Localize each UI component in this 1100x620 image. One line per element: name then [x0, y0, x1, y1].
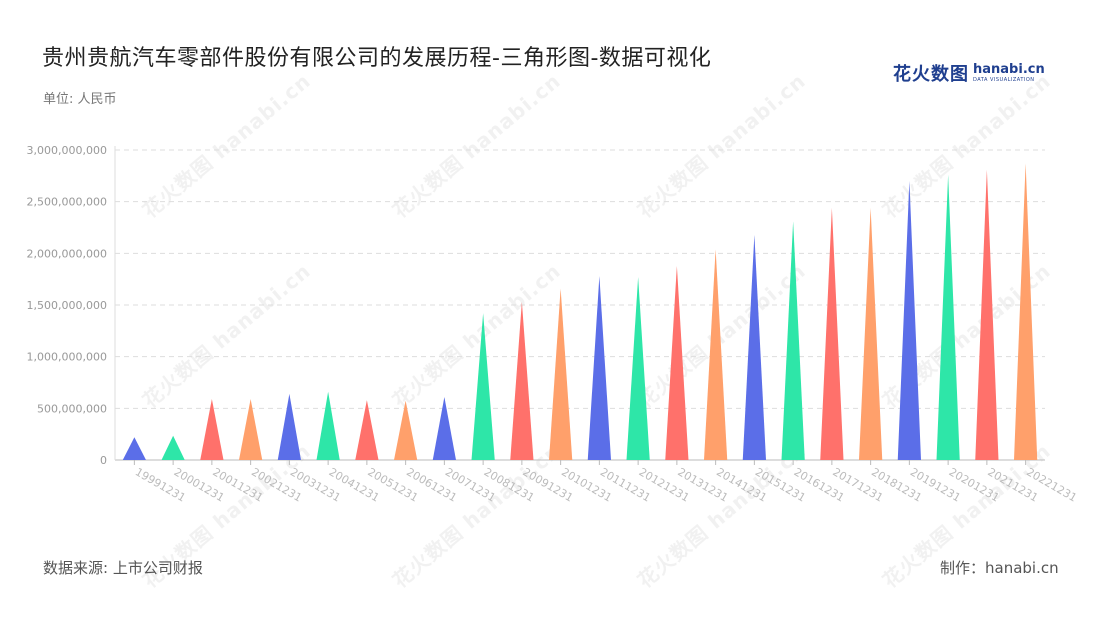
triangle-bar [704, 249, 728, 460]
triangle-bar [781, 221, 805, 460]
data-source: 数据来源: 上市公司财报 [43, 559, 203, 577]
y-tick-label: 0 [100, 454, 107, 467]
logo-sub-text: DATA VISUALIZATION [973, 77, 1035, 83]
triangle-bar [626, 277, 650, 460]
triangle-bar [859, 207, 883, 460]
logo-en-text: hanabi.cn [973, 62, 1045, 77]
triangle-bar [355, 400, 379, 460]
y-tick-label: 3,000,000,000 [27, 144, 107, 157]
triangle-bar [975, 169, 999, 460]
triangle-bar [587, 276, 611, 460]
maker-credit: 制作：hanabi.cn [940, 559, 1059, 577]
triangle-bar [936, 174, 960, 461]
triangle-bar [897, 181, 921, 460]
triangle-bar [200, 399, 224, 460]
triangle-bar [316, 391, 340, 460]
triangle-bar [239, 399, 263, 460]
triangle-bar [1014, 163, 1038, 460]
y-tick-label: 2,000,000,000 [27, 247, 107, 260]
triangle-bar [161, 435, 185, 460]
triangle-bar [549, 288, 573, 460]
triangle-bar [122, 437, 146, 460]
triangle-bar [432, 396, 456, 460]
triangle-bar [510, 301, 534, 460]
triangle-bar [277, 393, 301, 460]
triangle-bar [742, 234, 766, 460]
triangle-bar [665, 265, 689, 460]
triangle-bar [471, 313, 495, 460]
logo-cn-text: 花火数图 [893, 64, 969, 85]
y-tick-label: 1,000,000,000 [27, 351, 107, 364]
brand-logo: 花火数图 hanabi.cn DATA VISUALIZATION [893, 60, 1045, 86]
y-tick-label: 1,500,000,000 [27, 299, 107, 312]
chart-title: 贵州贵航汽车零部件股份有限公司的发展历程-三角形图-数据可视化 [42, 46, 712, 71]
triangle-bar [820, 207, 844, 460]
logo-en-block: hanabi.cn DATA VISUALIZATION [973, 63, 1045, 83]
triangle-bar [394, 400, 418, 460]
y-tick-label: 2,500,000,000 [27, 196, 107, 209]
unit-label: 单位: 人民币 [43, 92, 117, 107]
y-tick-label: 500,000,000 [37, 402, 107, 415]
